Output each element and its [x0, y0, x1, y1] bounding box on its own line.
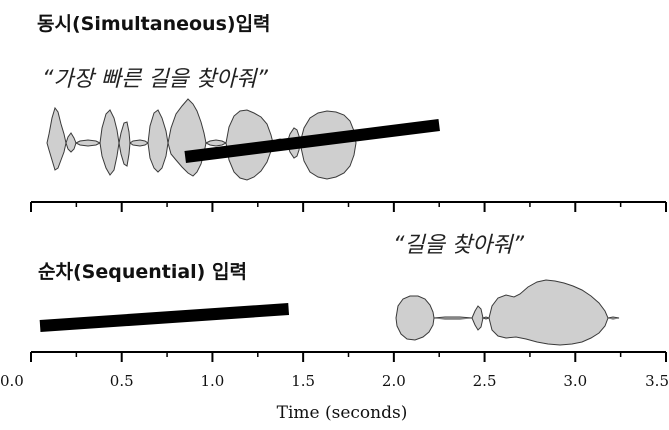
x-axis-label: Time (seconds) — [277, 403, 408, 423]
tick-label: 2.5 — [473, 372, 497, 390]
sequential-waveform — [395, 279, 620, 346]
bottom-time-axis: 0.0 0.5 1.0 1.5 2.0 2.5 3.0 3.5 — [0, 351, 669, 390]
tick-label: 0.0 — [0, 372, 24, 390]
tick-label: 1.0 — [200, 372, 224, 390]
simultaneous-quote: “가장 빠른 길을 찾아줘” — [42, 67, 269, 92]
sequential-title: 순차(Sequential) 입력 — [38, 261, 247, 283]
tick-label: 1.5 — [291, 372, 315, 390]
tick-label: 2.0 — [382, 372, 406, 390]
tick-label: 3.0 — [563, 372, 587, 390]
top-time-axis — [30, 201, 667, 212]
tick-label: 0.5 — [110, 372, 134, 390]
simultaneous-title: 동시(Simultaneous)입력 — [37, 13, 271, 35]
simultaneous-gesture-pointer — [184, 119, 440, 163]
simultaneous-waveform — [46, 98, 357, 181]
sequential-quote: “길을 찾아줘” — [393, 233, 525, 258]
tick-label: 3.5 — [645, 372, 669, 390]
sequential-gesture-pointer — [39, 303, 290, 332]
